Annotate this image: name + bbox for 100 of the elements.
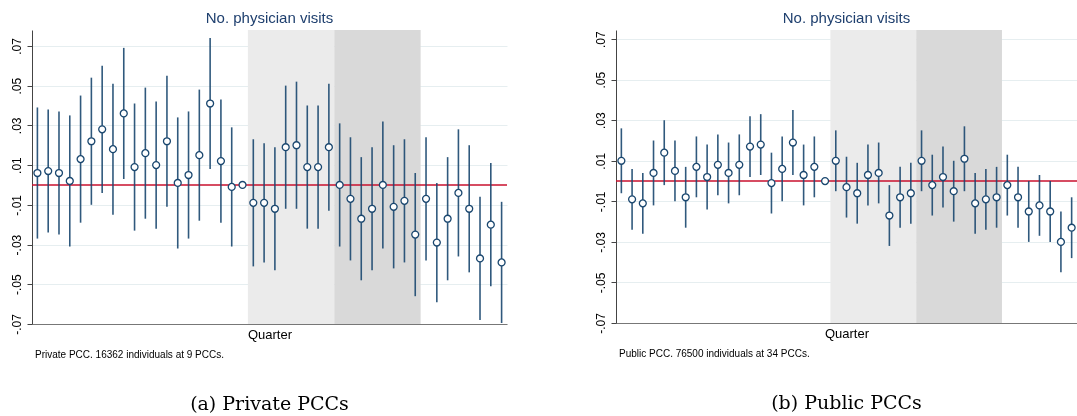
point bbox=[767, 178, 776, 188]
point bbox=[184, 170, 193, 180]
point bbox=[842, 183, 851, 192]
point bbox=[130, 162, 139, 172]
point bbox=[33, 168, 42, 178]
point bbox=[810, 162, 819, 171]
point bbox=[971, 199, 980, 208]
point bbox=[152, 160, 161, 170]
point bbox=[917, 156, 926, 165]
y-tick-label: .07 bbox=[9, 37, 24, 55]
point bbox=[400, 196, 409, 205]
point bbox=[938, 172, 948, 182]
point bbox=[906, 189, 915, 198]
point bbox=[443, 214, 452, 223]
point bbox=[692, 162, 701, 171]
point bbox=[454, 188, 463, 197]
point bbox=[98, 125, 107, 134]
point bbox=[195, 151, 204, 160]
y-tick-label: .05 bbox=[9, 77, 24, 95]
point bbox=[1024, 207, 1033, 216]
y-tick-label: -.07 bbox=[593, 312, 608, 334]
point bbox=[216, 157, 226, 166]
y-tick-label: -.03 bbox=[9, 234, 24, 256]
point bbox=[389, 202, 398, 211]
point bbox=[960, 154, 969, 163]
chart-title: No. physician visits bbox=[205, 9, 334, 26]
point bbox=[1046, 207, 1055, 216]
point bbox=[76, 155, 85, 164]
point bbox=[724, 168, 733, 178]
point bbox=[681, 193, 690, 202]
point bbox=[335, 180, 344, 190]
point bbox=[1013, 193, 1023, 202]
point bbox=[649, 168, 658, 178]
point bbox=[895, 193, 905, 202]
point bbox=[778, 164, 787, 173]
y-tick-label: .01 bbox=[593, 152, 608, 170]
point bbox=[1035, 201, 1044, 210]
point bbox=[627, 195, 637, 204]
point bbox=[206, 99, 215, 108]
point bbox=[44, 166, 53, 176]
point bbox=[1067, 223, 1076, 232]
point bbox=[162, 137, 172, 146]
y-tick-label: -.07 bbox=[9, 313, 24, 335]
y-tick-label: -.03 bbox=[593, 231, 608, 253]
point bbox=[486, 220, 495, 229]
text: (a) Private PCCs bbox=[190, 392, 349, 414]
point bbox=[885, 211, 894, 220]
point bbox=[173, 178, 182, 188]
point bbox=[249, 198, 258, 207]
point bbox=[54, 168, 64, 178]
y-tick-label: .01 bbox=[9, 156, 24, 174]
point bbox=[141, 149, 150, 158]
y-tick-label: -.05 bbox=[9, 274, 24, 296]
y-tick-label: .03 bbox=[593, 112, 608, 130]
point bbox=[313, 162, 323, 172]
y-tick-label: .05 bbox=[593, 71, 608, 89]
point bbox=[670, 166, 680, 176]
point bbox=[292, 141, 301, 150]
text: Private PCC. 16362 individuals at 9 PCCs. bbox=[35, 349, 224, 360]
point bbox=[713, 160, 722, 169]
text: (b) Public PCCs bbox=[771, 391, 922, 413]
point bbox=[227, 182, 236, 192]
point bbox=[432, 238, 441, 247]
point bbox=[799, 170, 808, 180]
point bbox=[357, 214, 366, 223]
y-tick-label: -.01 bbox=[593, 191, 608, 213]
point bbox=[378, 180, 387, 190]
y-tick-label: .03 bbox=[9, 117, 24, 135]
point bbox=[703, 172, 712, 182]
point bbox=[421, 194, 431, 203]
point bbox=[108, 145, 118, 154]
point bbox=[788, 138, 798, 147]
point bbox=[981, 195, 990, 204]
point bbox=[475, 254, 485, 263]
point bbox=[1003, 181, 1012, 190]
point bbox=[928, 181, 937, 190]
point bbox=[874, 168, 883, 178]
point bbox=[831, 156, 840, 165]
point bbox=[638, 199, 647, 208]
x-axis-title: Quarter bbox=[824, 325, 870, 341]
point bbox=[756, 140, 765, 149]
point bbox=[863, 170, 873, 180]
point bbox=[324, 143, 333, 152]
text: Public PCC. 76500 individuals at 34 PCCs. bbox=[619, 348, 810, 359]
point bbox=[119, 109, 128, 118]
point bbox=[65, 176, 74, 186]
y-tick-label: -.01 bbox=[9, 194, 24, 216]
y-tick-label: -.05 bbox=[593, 272, 608, 294]
point bbox=[281, 143, 290, 152]
point bbox=[735, 160, 744, 169]
chart-title: No. physician visits bbox=[782, 9, 911, 26]
point bbox=[1056, 237, 1066, 246]
point bbox=[949, 187, 958, 196]
point bbox=[303, 162, 312, 172]
point bbox=[660, 148, 669, 157]
point bbox=[238, 180, 247, 190]
x-axis-title: Quarter bbox=[247, 326, 293, 342]
point bbox=[820, 176, 830, 186]
point bbox=[87, 137, 96, 146]
point bbox=[270, 204, 280, 213]
